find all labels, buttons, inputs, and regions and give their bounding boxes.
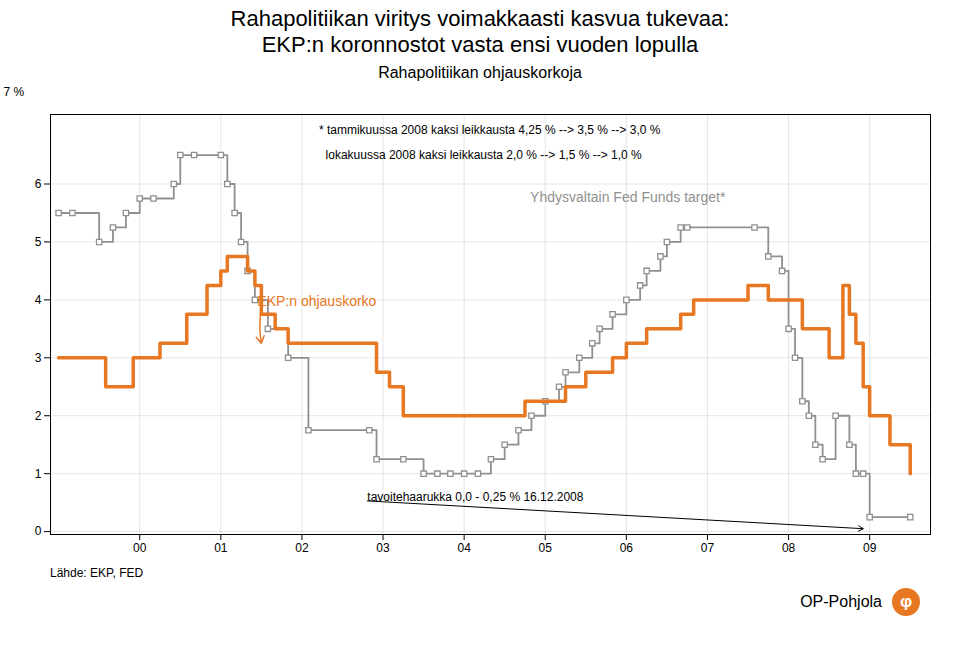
svg-text:3: 3 — [35, 351, 42, 365]
svg-text:03: 03 — [376, 541, 390, 555]
svg-text:04: 04 — [457, 541, 471, 555]
svg-text:4: 4 — [35, 293, 42, 307]
svg-text:tavoitehaarukka 0,0 - 0,25 % 1: tavoitehaarukka 0,0 - 0,25 % 16.12.2008 — [367, 490, 583, 504]
svg-text:* tammikuussa 2008 kaksi leikk: * tammikuussa 2008 kaksi leikkausta 4,25… — [319, 123, 661, 137]
html-text:Rahapolitiikan viritys voimakk: Rahapolitiikan viritys voimakkaasti kasv… — [230, 6, 730, 31]
svg-text:01: 01 — [214, 541, 228, 555]
svg-text:02: 02 — [295, 541, 309, 555]
svg-text:0: 0 — [35, 524, 42, 538]
html-text:φ: φ — [899, 592, 913, 611]
svg-text:6: 6 — [35, 177, 42, 191]
svg-text:2: 2 — [35, 409, 42, 423]
html-text:Lähde: EKP, FED: Lähde: EKP, FED — [50, 566, 144, 580]
svg-text:7 %: 7 % — [4, 85, 25, 99]
svg-text:1: 1 — [35, 467, 42, 481]
html-text:OP-Pohjola: OP-Pohjola — [800, 593, 882, 610]
svg-text:09: 09 — [863, 541, 877, 555]
svg-text:00: 00 — [133, 541, 147, 555]
svg-text:EKP:n ohjauskorko: EKP:n ohjauskorko — [257, 293, 376, 309]
html-text:EKP:n koronnostot vasta ensi v: EKP:n koronnostot vasta ensi vuoden lopu… — [261, 32, 699, 57]
svg-text:07: 07 — [701, 541, 715, 555]
svg-text:lokakuussa 2008 kaksi leikkaus: lokakuussa 2008 kaksi leikkausta 2,0 % -… — [319, 148, 642, 162]
svg-text:06: 06 — [620, 541, 634, 555]
svg-text:Yhdysvaltain Fed Funds target*: Yhdysvaltain Fed Funds target* — [530, 189, 726, 205]
svg-text:05: 05 — [539, 541, 553, 555]
svg-text:08: 08 — [782, 541, 796, 555]
html-text:Rahapolitiikan ohjauskorkoja: Rahapolitiikan ohjauskorkoja — [378, 64, 582, 81]
svg-text:5: 5 — [35, 235, 42, 249]
